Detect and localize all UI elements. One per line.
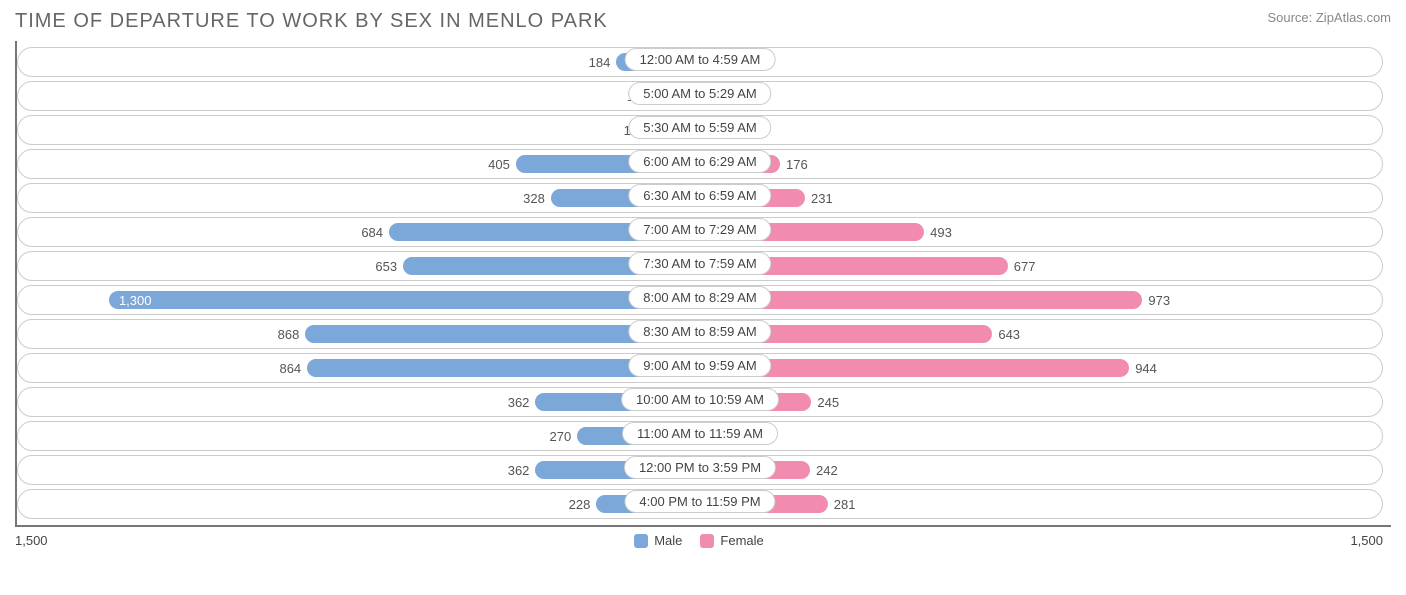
- female-value: 176: [780, 157, 808, 172]
- female-value: 281: [828, 497, 856, 512]
- female-value: 493: [924, 225, 952, 240]
- male-value: 1,300: [109, 293, 152, 308]
- female-value: 973: [1142, 293, 1170, 308]
- category-label: 12:00 PM to 3:59 PM: [624, 456, 776, 479]
- male-value: 362: [508, 463, 536, 478]
- chart-row: 405 176 6:00 AM to 6:29 AM: [17, 149, 1383, 179]
- female-value: 242: [810, 463, 838, 478]
- male-value: 362: [508, 395, 536, 410]
- legend-label-female: Female: [720, 533, 763, 548]
- category-label: 8:00 AM to 8:29 AM: [628, 286, 771, 309]
- chart-row: 107205:30 AM to 5:59 AM: [17, 115, 1383, 145]
- male-bar: 1,300: [109, 291, 700, 309]
- chart-row: 328 231 6:30 AM to 6:59 AM: [17, 183, 1383, 213]
- chart-row: 684 493 7:00 AM to 7:29 AM: [17, 217, 1383, 247]
- chart-row: 653 677 7:30 AM to 7:59 AM: [17, 251, 1383, 281]
- category-label: 9:00 AM to 9:59 AM: [628, 354, 771, 377]
- legend: Male Female: [634, 533, 764, 548]
- chart-row: 1845612:00 AM to 4:59 AM: [17, 47, 1383, 77]
- chart-row: 868 643 8:30 AM to 8:59 AM: [17, 319, 1383, 349]
- male-value: 864: [279, 361, 307, 376]
- chart-footer: 1,500 Male Female 1,500: [15, 527, 1391, 548]
- category-label: 4:00 PM to 11:59 PM: [624, 490, 775, 513]
- chart-area: 1845612:00 AM to 4:59 AM 10095:00 AM to 5…: [15, 41, 1391, 527]
- chart-source: Source: ZipAtlas.com: [1267, 10, 1391, 25]
- male-value: 684: [361, 225, 389, 240]
- category-label: 10:00 AM to 10:59 AM: [621, 388, 779, 411]
- category-label: 5:00 AM to 5:29 AM: [628, 82, 771, 105]
- chart-row: 362 242 12:00 PM to 3:59 PM: [17, 455, 1383, 485]
- chart-title: TIME OF DEPARTURE TO WORK BY SEX IN MENL…: [15, 10, 608, 33]
- male-value: 228: [569, 497, 597, 512]
- chart-row: 27010311:00 AM to 11:59 AM: [17, 421, 1383, 451]
- legend-swatch-male: [634, 534, 648, 548]
- male-value: 270: [550, 429, 578, 444]
- female-value: 245: [811, 395, 839, 410]
- chart-row: 228 281 4:00 PM to 11:59 PM: [17, 489, 1383, 519]
- category-label: 7:00 AM to 7:29 AM: [628, 218, 771, 241]
- female-value: 231: [805, 191, 833, 206]
- category-label: 5:30 AM to 5:59 AM: [628, 116, 771, 139]
- chart-header: TIME OF DEPARTURE TO WORK BY SEX IN MENL…: [15, 10, 1391, 33]
- chart-row: 362 245 10:00 AM to 10:59 AM: [17, 387, 1383, 417]
- legend-item-male: Male: [634, 533, 682, 548]
- male-value: 405: [488, 157, 516, 172]
- male-value: 328: [523, 191, 551, 206]
- male-value: 653: [375, 259, 403, 274]
- axis-max-right: 1,500: [1350, 533, 1383, 548]
- chart-row: 864 944 9:00 AM to 9:59 AM: [17, 353, 1383, 383]
- chart-row: 10095:00 AM to 5:29 AM: [17, 81, 1383, 111]
- chart-row: 1,300 973 8:00 AM to 8:29 AM: [17, 285, 1383, 315]
- category-label: 12:00 AM to 4:59 AM: [625, 48, 776, 71]
- category-label: 8:30 AM to 8:59 AM: [628, 320, 771, 343]
- category-label: 11:00 AM to 11:59 AM: [622, 422, 778, 445]
- legend-label-male: Male: [654, 533, 682, 548]
- category-label: 7:30 AM to 7:59 AM: [628, 252, 771, 275]
- category-label: 6:30 AM to 6:59 AM: [628, 184, 771, 207]
- male-value: 868: [278, 327, 306, 342]
- female-value: 944: [1129, 361, 1157, 376]
- female-value: 643: [992, 327, 1020, 342]
- legend-item-female: Female: [700, 533, 763, 548]
- axis-max-left: 1,500: [15, 533, 48, 548]
- category-label: 6:00 AM to 6:29 AM: [628, 150, 771, 173]
- male-value: 184: [589, 55, 617, 70]
- female-value: 677: [1008, 259, 1036, 274]
- legend-swatch-female: [700, 534, 714, 548]
